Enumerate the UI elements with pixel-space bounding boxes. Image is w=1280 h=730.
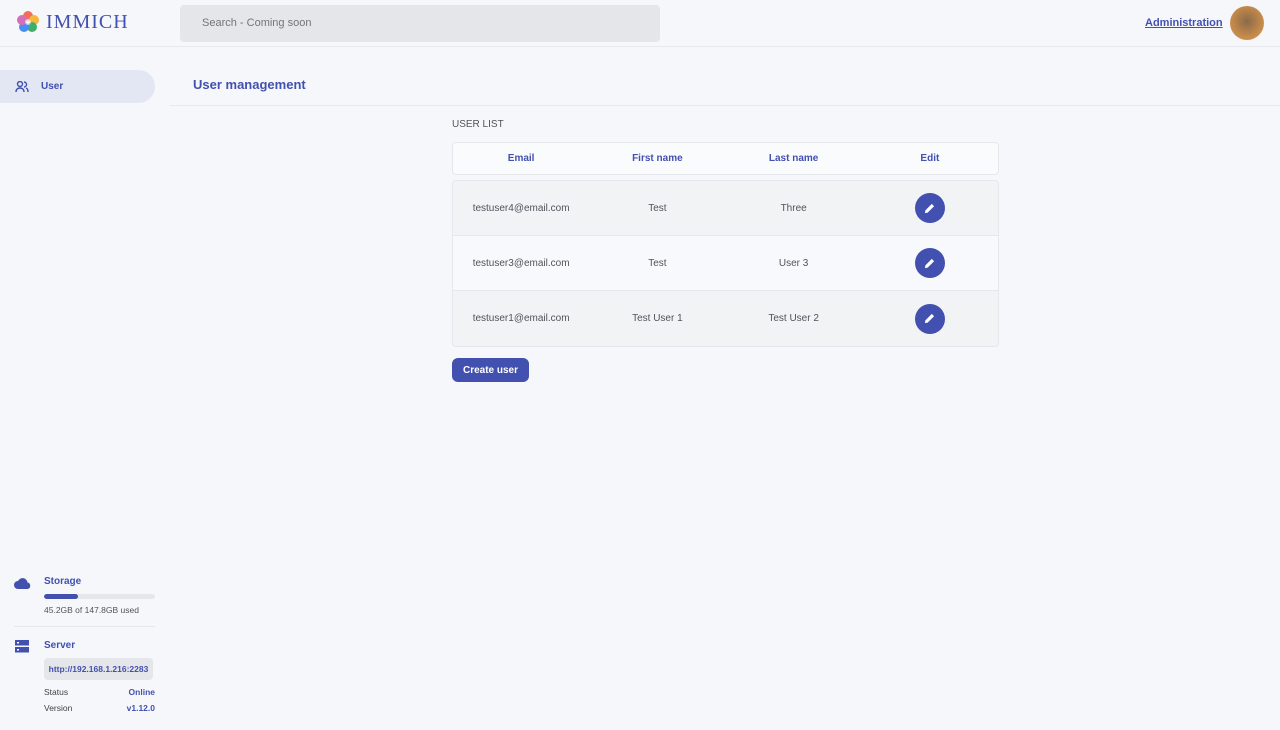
version-value: v1.12.0: [126, 703, 155, 713]
server-icon: [15, 640, 29, 653]
user-table-body: testuser4@email.com Test Three testuser3…: [452, 180, 999, 347]
column-header-email: Email: [507, 153, 535, 164]
sidebar-item-label: User: [41, 81, 64, 92]
table-row: testuser1@email.com Test User 1 Test Use…: [453, 291, 998, 346]
app-logo[interactable]: IMMICH: [16, 10, 129, 34]
status-label: Status: [44, 687, 69, 697]
search-input[interactable]: [180, 5, 660, 42]
cloud-icon: [14, 578, 31, 589]
storage-progress-bar: [44, 594, 155, 599]
pencil-icon: [925, 203, 935, 213]
email-cell: testuser3@email.com: [472, 257, 570, 269]
storage-progress-fill: [44, 594, 78, 599]
version-label: Version: [44, 703, 73, 713]
table-row: testuser4@email.com Test Three: [453, 181, 998, 236]
storage-label: Storage: [44, 576, 82, 587]
sidebar-item-user[interactable]: User: [0, 70, 155, 103]
server-status-row: Status Online: [44, 687, 155, 697]
edit-user-button[interactable]: [914, 303, 945, 334]
first-name-cell: Test User 1: [632, 313, 683, 324]
create-user-button[interactable]: Create user: [452, 358, 529, 382]
user-list-label: USER LIST: [452, 119, 504, 130]
pencil-icon: [925, 258, 935, 268]
divider: [14, 626, 155, 627]
column-header-first-name: First name: [632, 153, 683, 164]
column-header-edit: Edit: [920, 153, 940, 164]
divider: [170, 105, 1280, 106]
server-url: http://192.168.1.216:2283: [44, 658, 153, 680]
server-version-row: Version v1.12.0: [44, 703, 155, 713]
edit-user-button[interactable]: [914, 248, 945, 278]
edit-user-button[interactable]: [914, 193, 945, 223]
last-name-cell: User 3: [778, 257, 809, 269]
server-label: Server: [44, 640, 76, 651]
email-cell: testuser1@email.com: [472, 313, 570, 324]
table-row: testuser3@email.com Test User 3: [453, 236, 998, 291]
top-bar: IMMICH Administration: [0, 0, 1280, 47]
pencil-icon: [925, 313, 935, 324]
users-icon: [15, 80, 29, 92]
storage-usage-text: 45.2GB of 147.8GB used: [44, 605, 139, 615]
last-name-cell: Three: [780, 202, 807, 214]
user-avatar[interactable]: [1230, 6, 1264, 40]
administration-link[interactable]: Administration: [1145, 17, 1223, 29]
last-name-cell: Test User 2: [768, 313, 819, 324]
page-title: User management: [193, 77, 306, 92]
first-name-cell: Test: [648, 202, 667, 214]
status-value: Online: [128, 687, 155, 697]
table-header: Email First name Last name Edit: [452, 142, 999, 175]
immich-logo-icon: [17, 11, 39, 32]
app-name: IMMICH: [46, 10, 129, 33]
column-header-last-name: Last name: [768, 153, 819, 164]
email-cell: testuser4@email.com: [472, 202, 570, 214]
first-name-cell: Test: [648, 257, 667, 269]
